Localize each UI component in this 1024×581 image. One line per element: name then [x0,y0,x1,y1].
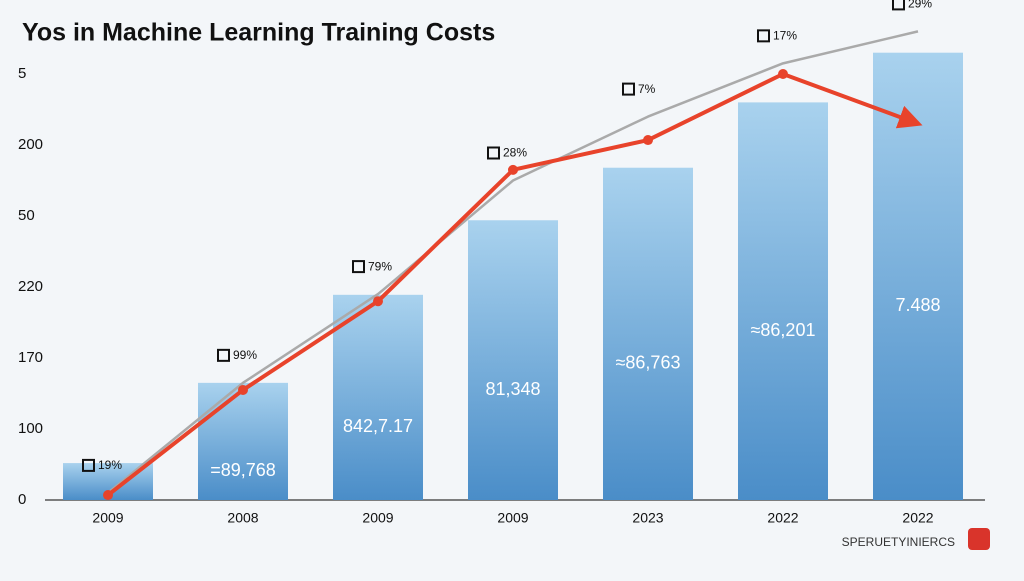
point-label: 7% [638,82,656,96]
y-tick-label: 100 [18,420,43,437]
bar [333,294,423,500]
point-label: 28% [503,146,527,160]
x-tick-label: 2009 [362,510,393,526]
point-label: 19% [98,458,122,472]
y-tick-label: 50 [18,207,35,224]
y-tick-label: 170 [18,349,43,366]
footer: SPERUETYINIERCS [842,535,955,549]
bar [468,220,558,500]
bar [603,167,693,500]
y-tick-label: 0 [18,491,26,508]
point-label: 29% [908,0,932,11]
y-tick-label: 5 [18,65,26,82]
label-icon [757,29,770,43]
label-icon [892,0,905,11]
point [373,296,383,307]
label-icon [352,260,365,274]
bar-label: 7.488 [895,295,940,315]
bar-label: ≈86,201 [751,320,816,340]
x-tick-label: 2023 [632,510,663,526]
y-tick-label: 200 [18,136,43,153]
label-icon [217,348,230,362]
point [508,164,518,175]
point-label: 17% [773,29,797,43]
bar-label: 81,348 [485,379,540,399]
x-tick-label: 2022 [767,510,798,526]
chart-title: Yos in Machine Learning Training Costs [22,19,495,47]
point [238,384,248,395]
bar [198,382,288,500]
bar-label: ≈86,763 [616,353,681,373]
label-icon [487,146,500,160]
label-icon [622,82,635,96]
x-tick-label: 2022 [902,510,933,526]
label-icon [82,458,95,472]
point [103,490,113,501]
bar [873,52,963,500]
x-tick-label: 2009 [497,510,528,526]
point-label: 79% [368,259,392,273]
point-label: 99% [233,348,257,362]
y-tick-label: 220 [18,278,43,295]
bar [738,102,828,501]
point [643,135,653,146]
bar-label: 842,7.17 [343,416,413,436]
x-tick-label: 2009 [92,510,123,526]
logo [968,528,990,550]
bar-label: =89,768 [210,460,276,480]
x-tick-label: 2008 [227,510,258,526]
point [778,69,788,79]
line [107,30,919,494]
